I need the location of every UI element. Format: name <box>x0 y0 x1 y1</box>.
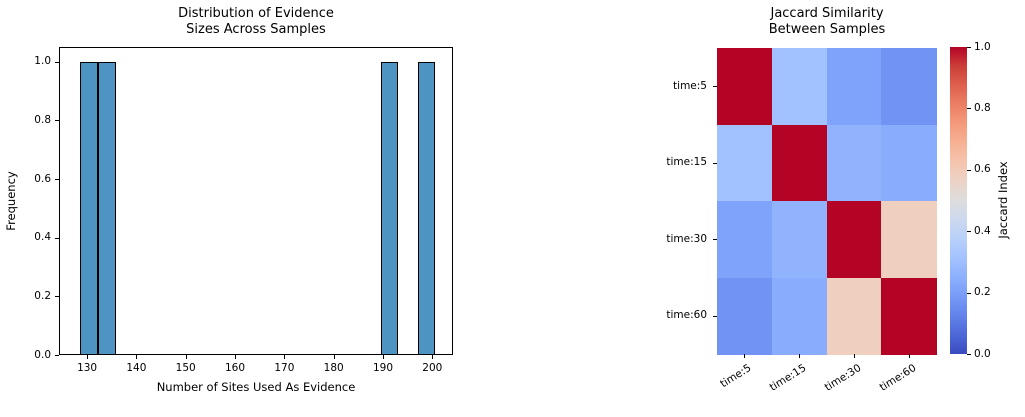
histogram-y-tick-label: 0.4 <box>34 231 51 244</box>
heatmap-y-tick <box>713 239 717 241</box>
heatmap-cell-time:15-time:60 <box>881 124 937 202</box>
histogram-x-tick-label: 170 <box>274 362 295 374</box>
heatmap-y-tick-label: time:15 <box>666 156 707 169</box>
colorbar-tick-label: 0.2 <box>974 286 991 299</box>
heatmap-y-tick-label: time:60 <box>666 309 707 322</box>
heatmap-y-tick-label: time:5 <box>673 79 707 92</box>
heatmap-cell-time:5-time:15 <box>771 48 827 125</box>
histogram-bar-0 <box>80 61 98 355</box>
colorbar-tick-label: 0.8 <box>974 101 991 114</box>
colorbar-tick-label: 1.0 <box>974 40 991 53</box>
colorbar-tick <box>967 108 971 110</box>
histogram-y-tick <box>55 120 59 122</box>
histogram-x-tick-label: 130 <box>77 362 98 374</box>
colorbar-tick-label: 0.6 <box>974 163 991 176</box>
heatmap-cell-time:60-time:5 <box>717 277 773 355</box>
heatmap-y-tick <box>713 86 717 88</box>
histogram-x-tick-label: 180 <box>323 362 344 374</box>
histogram-x-tick-label: 150 <box>175 362 196 374</box>
histogram-y-tick-label: 0.8 <box>34 113 51 126</box>
histogram-x-tick-label: 140 <box>126 362 147 374</box>
heatmap-cell-time:15-time:5 <box>717 124 773 202</box>
histogram-y-tick <box>55 61 59 63</box>
heatmap-x-tick <box>744 354 746 358</box>
heatmap-cell-time:15-time:15 <box>771 124 827 202</box>
histogram-x-tick-label: 190 <box>372 362 394 374</box>
heatmap-cell-time:60-time:60 <box>881 277 937 355</box>
colorbar-tick <box>967 47 971 48</box>
histogram-x-tick <box>432 355 434 359</box>
heatmap-title: Jaccard Similarity Between Samples <box>768 6 886 37</box>
histogram-x-tick <box>284 355 286 359</box>
histogram-y-tick-label: 1.0 <box>34 55 51 68</box>
heatmap-x-tick <box>853 354 855 358</box>
heatmap-x-tick-label: time:60 <box>877 362 918 394</box>
histogram-x-tick-label: 160 <box>224 362 246 374</box>
histogram-y-tick-label: 0.2 <box>34 289 51 302</box>
histogram-x-tick <box>185 355 187 359</box>
histogram-bar-1 <box>98 61 116 355</box>
histogram-x-tick <box>136 355 138 359</box>
histogram-y-axis-label: Frequency <box>4 171 18 231</box>
heatmap-cell-time:5-time:5 <box>717 48 773 125</box>
heatmap-x-tick-label: time:30 <box>822 362 864 394</box>
heatmap-y-tick <box>713 162 717 164</box>
heatmap-y-tick <box>713 315 717 317</box>
colorbar-tick <box>967 354 971 355</box>
histogram-y-tick-label: 0.6 <box>34 172 51 185</box>
histogram-bar-2 <box>380 61 399 355</box>
heatmap-y-tick-label: time:30 <box>666 232 707 245</box>
histogram-y-tick-label: 0.0 <box>34 348 51 361</box>
colorbar-gradient <box>950 47 967 354</box>
histogram-y-tick <box>55 237 59 239</box>
histogram-y-tick <box>55 355 59 356</box>
heatmap-cell-time:5-time:30 <box>826 48 882 125</box>
heatmap-cell-time:15-time:30 <box>826 124 882 202</box>
heatmap-cell-time:30-time:15 <box>771 201 827 278</box>
histogram-x-tick <box>235 355 236 359</box>
histogram-x-tick <box>333 355 335 359</box>
heatmap-cell-time:60-time:15 <box>771 277 827 355</box>
colorbar-tick <box>967 292 971 294</box>
heatmap-cell-time:5-time:60 <box>881 48 937 125</box>
histogram-x-axis-label: Number of Sites Used As Evidence <box>156 380 356 394</box>
histogram-title: Distribution of Evidence Sizes Across Sa… <box>178 6 334 37</box>
heatmap-cell-time:30-time:60 <box>881 201 937 278</box>
heatmap-x-tick <box>908 354 910 358</box>
colorbar-tick <box>967 169 971 171</box>
histogram-x-tick-label: 200 <box>422 362 443 374</box>
colorbar-tick-label: 0.4 <box>974 224 991 237</box>
colorbar-tick <box>967 231 971 233</box>
histogram-y-tick <box>55 179 59 180</box>
heatmap-cell-time:30-time:30 <box>826 201 882 278</box>
heatmap-cell-time:60-time:30 <box>826 277 882 355</box>
colorbar-tick-label: 0.0 <box>974 347 991 360</box>
histogram-bar-3 <box>417 61 436 355</box>
histogram-x-tick <box>87 355 89 359</box>
heatmap-x-tick <box>799 354 801 358</box>
heatmap-cell-time:30-time:5 <box>717 201 773 278</box>
histogram-y-tick <box>55 296 59 298</box>
histogram-x-tick <box>383 355 384 359</box>
